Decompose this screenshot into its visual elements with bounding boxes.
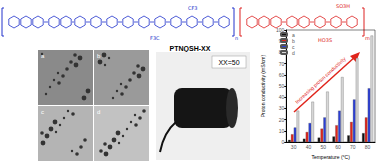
html-text:PTNQSH-XX: PTNQSH-XX bbox=[169, 45, 211, 52]
svg-text:Proton conductivity (mS/cm): Proton conductivity (mS/cm) bbox=[260, 54, 266, 117]
svg-text:n: n bbox=[235, 35, 238, 41]
svg-text:b: b bbox=[292, 37, 295, 44]
svg-text:CF3: CF3 bbox=[188, 5, 198, 11]
svg-text:b: b bbox=[97, 53, 101, 59]
svg-text:40: 40 bbox=[279, 94, 285, 100]
svg-text:70: 70 bbox=[279, 61, 285, 67]
svg-text:80: 80 bbox=[365, 144, 371, 150]
svg-text:50: 50 bbox=[320, 144, 326, 150]
svg-text:70: 70 bbox=[350, 144, 356, 150]
svg-text:c: c bbox=[292, 43, 295, 50]
svg-text:30: 30 bbox=[291, 144, 297, 150]
svg-text:60: 60 bbox=[335, 144, 341, 150]
svg-text:40: 40 bbox=[306, 144, 312, 150]
svg-text:d: d bbox=[292, 50, 295, 56]
svg-text:SO3H: SO3H bbox=[336, 3, 350, 9]
svg-text:10: 10 bbox=[279, 128, 285, 134]
svg-text:c: c bbox=[41, 109, 44, 115]
svg-text:60: 60 bbox=[279, 72, 285, 78]
svg-text:0: 0 bbox=[281, 139, 284, 145]
svg-text:50: 50 bbox=[279, 83, 285, 89]
svg-text:Temperature (°C): Temperature (°C) bbox=[311, 154, 350, 160]
svg-text:Increasing proton conductivity: Increasing proton conductivity bbox=[294, 55, 347, 104]
svg-text:30: 30 bbox=[279, 105, 285, 111]
svg-text:a: a bbox=[292, 31, 295, 38]
svg-text:a: a bbox=[41, 53, 45, 59]
svg-text:XX=50: XX=50 bbox=[218, 59, 239, 66]
svg-text:d: d bbox=[97, 109, 100, 115]
svg-text:20: 20 bbox=[279, 117, 285, 123]
svg-text:100: 100 bbox=[275, 27, 285, 33]
svg-text:F3C: F3C bbox=[150, 35, 160, 41]
